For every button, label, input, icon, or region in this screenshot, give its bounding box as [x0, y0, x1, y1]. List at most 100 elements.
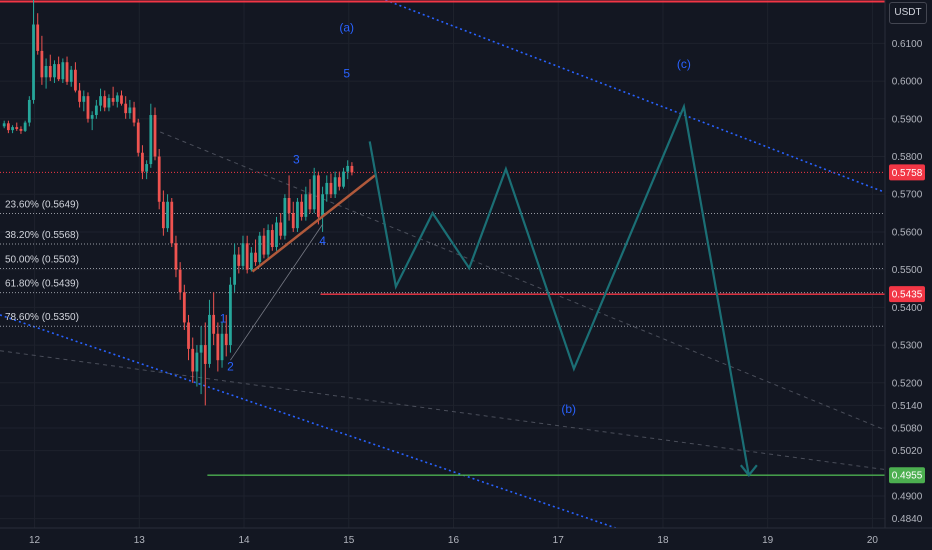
price-tick-label: 0.4900 — [892, 491, 923, 502]
wave-labels: (a) 5 (c) 3 4 1 2 (b) — [220, 21, 691, 416]
currency-button[interactable]: USDT — [889, 2, 927, 24]
candle-body — [203, 345, 207, 364]
fib-label: 61.80% (0.5439) — [5, 279, 79, 290]
candle-body — [153, 115, 157, 157]
candle-body — [128, 107, 132, 114]
fib-label: 78.60% (0.5350) — [5, 312, 79, 323]
fib-label: 38.20% (0.5568) — [5, 230, 79, 241]
candle-body — [115, 95, 119, 102]
price-tick-label: 0.5900 — [892, 114, 923, 125]
candle-body — [266, 230, 270, 255]
candle-body — [132, 107, 136, 123]
candle-body — [199, 345, 203, 353]
candle-body — [86, 96, 90, 119]
candle-body — [258, 235, 262, 263]
price-tag-last_price — [889, 164, 925, 181]
candle-body — [6, 123, 10, 131]
time-axis-bg — [0, 528, 932, 550]
faint-trend-lines — [0, 131, 886, 471]
candle-body — [216, 333, 220, 361]
triangle-trendline — [251, 174, 376, 273]
price-tag-label: 0.5758 — [892, 168, 923, 179]
candle-body — [187, 322, 190, 349]
projection-polyline — [368, 102, 750, 476]
candle-body — [124, 103, 128, 114]
candle-body — [149, 115, 153, 165]
wave-label: (b) — [561, 402, 576, 416]
candle-body — [48, 66, 52, 78]
time-tick-label: 15 — [343, 535, 355, 546]
wave-label: 4 — [319, 234, 326, 248]
time-axis[interactable]: 12 13 14 15 16 17 18 19 20 — [0, 527, 932, 550]
price-tick-label: 0.5800 — [892, 152, 923, 163]
candle-body — [2, 123, 6, 127]
candle-body — [300, 201, 304, 217]
time-tick-label: 18 — [657, 535, 669, 546]
candle-body — [229, 284, 232, 346]
price-tick-label: 0.5700 — [892, 190, 923, 201]
candle-body — [69, 69, 73, 82]
candle-body — [53, 64, 56, 78]
faint-line — [160, 131, 886, 431]
candle-body — [325, 182, 329, 195]
wave-label: 2 — [227, 360, 234, 374]
horizontal-lines — [0, 0, 885, 476]
time-tick-label: 13 — [134, 535, 146, 546]
candle-body — [90, 115, 94, 119]
candle-body — [166, 201, 169, 229]
candle-body — [279, 222, 283, 236]
candle-body — [65, 62, 69, 82]
candle-body — [94, 105, 98, 116]
wave-label: 3 — [293, 153, 300, 167]
candle-body — [350, 165, 354, 173]
candle-body — [23, 122, 27, 131]
time-tick-label: 17 — [553, 535, 565, 546]
candle-body — [157, 156, 161, 202]
candle-body — [262, 235, 266, 255]
candle-body — [316, 175, 320, 217]
price-tick-label: 0.5140 — [892, 401, 923, 412]
price-tick-label: 0.5080 — [892, 424, 923, 435]
candle-body — [161, 201, 165, 229]
blue-channel — [0, 0, 886, 529]
price-tag-resistance — [889, 286, 925, 303]
candle-body — [329, 182, 333, 195]
candle-body — [249, 252, 253, 270]
candle-body — [245, 243, 249, 270]
time-tick-label: 16 — [448, 535, 460, 546]
price-tick-label: 0.5200 — [892, 378, 923, 389]
candle-body — [208, 314, 211, 364]
candle-body — [103, 96, 107, 108]
projection-path — [368, 102, 758, 477]
candle-body — [15, 127, 19, 129]
candle-body — [141, 152, 144, 172]
candle-body — [11, 127, 14, 131]
time-tick-label: 20 — [867, 535, 879, 546]
candle-body — [78, 90, 81, 102]
candle-body — [337, 177, 341, 187]
candle-body — [32, 24, 35, 100]
candle-body — [136, 122, 140, 153]
candle-body — [237, 254, 241, 266]
candle-body — [40, 50, 44, 78]
candle-body — [195, 352, 199, 372]
candle-body — [36, 24, 40, 51]
price-tick-label: 0.5400 — [892, 303, 923, 314]
wave-label: (a) — [339, 21, 354, 35]
price-tick-label: 0.5600 — [892, 227, 923, 238]
price-tick-label: 0.6100 — [892, 39, 923, 50]
price-axis[interactable]: 0.6100 0.6000 0.5900 0.5800 0.5700 0.5600 0.55… — [884, 0, 932, 550]
candle-body — [312, 175, 316, 210]
candle-body — [57, 64, 61, 80]
candle-body — [174, 243, 178, 270]
fib-label: 23.60% (0.5649) — [5, 199, 79, 210]
candle-body — [287, 198, 291, 214]
candle-body — [283, 198, 287, 236]
faint-line — [0, 350, 886, 471]
time-tick-label: 19 — [762, 535, 774, 546]
price-tick-label: 0.5020 — [892, 446, 923, 457]
candle-body — [333, 177, 337, 195]
channel-lower — [0, 314, 617, 529]
fib-label: 50.00% (0.5503) — [5, 255, 79, 266]
